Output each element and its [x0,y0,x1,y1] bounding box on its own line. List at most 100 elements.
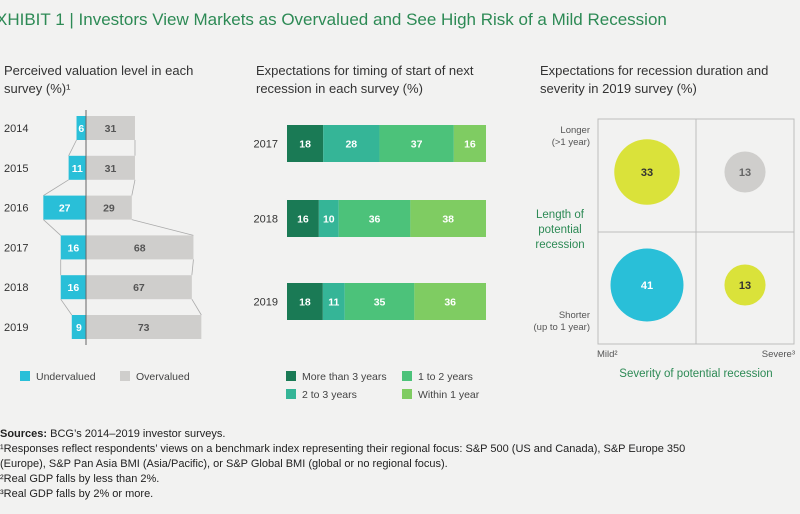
valuation-year-label: 2018 [4,282,28,294]
legend-more-than-3-years: More than 3 years [286,371,387,383]
undervalued-value-label: 16 [68,282,80,294]
legend-swatch-1-to-2-years [402,371,412,381]
2-to-3-years-segment-label: 28 [345,139,357,151]
undervalued-value-label: 16 [68,242,80,254]
more-than-3-years-segment-label: 16 [297,214,309,226]
recession-bubble [614,139,680,205]
exhibit-title: XHIBIT 1 | Investors View Markets as Ove… [0,10,667,29]
legend-more-than-3-years-label: More than 3 years [302,371,387,383]
within-1-year-segment [414,283,486,320]
legend-1-to-2-years-label: 1 to 2 years [418,371,473,383]
legend-2-to-3-years: 2 to 3 years [286,389,357,401]
legend-swatch-undervalued [20,371,30,381]
more-than-3-years-segment [287,283,323,320]
undervalued-bar [71,315,86,339]
timing-year-label: 2018 [254,214,278,226]
timing-year-label: 2019 [254,297,278,309]
panel1-title-line2: survey (%)¹ [4,81,71,96]
2-to-3-years-segment [322,283,345,320]
undervalued-bar [60,235,86,260]
overvalued-value-label: 31 [105,163,117,175]
longer-label-line1: Longer [560,125,590,136]
recession-matrix-chart: Longer (>1 year) Length of potential rec… [534,118,795,380]
overvalued-bar [86,155,135,180]
valuation-year-label: 2019 [4,322,28,334]
legend-overvalued-label: Overvalued [136,371,190,383]
undervalued-value-label: 6 [78,123,84,135]
more-than-3-years-segment [287,125,324,162]
recession-bubble [724,264,766,306]
recession-bubble-label: 33 [641,167,653,179]
shorter-label-line2: (up to 1 year) [534,322,591,333]
overvalued-bar [86,195,132,220]
sources-footnotes: Sources: BCG’s 2014–2019 investor survey… [0,427,800,502]
overvalued-connector [191,298,202,316]
within-1-year-segment-label: 36 [444,297,456,309]
overvalued-connector [131,219,194,236]
overvalued-bar [86,235,194,260]
severe-label: Severe³ [762,349,795,360]
valuation-chart: 2014 6 31 2015 11 31 2016 27 29 2017 16 68 2018 16 67 2… [4,110,202,345]
mild-label: Mild² [597,349,618,360]
legend-1-to-2-years: 1 to 2 years [402,371,473,383]
legend-swatch-more-than-3-years [286,371,296,381]
valuation-year-label: 2017 [4,242,28,254]
valuation-year-label: 2016 [4,203,28,215]
panel3-title-line2: severity in 2019 survey (%) [540,81,697,96]
undervalued-value-label: 27 [59,203,71,215]
2-to-3-years-segment [323,125,380,162]
more-than-3-years-segment-label: 18 [299,297,311,309]
recession-bubble-label: 13 [739,167,751,179]
overvalued-value-label: 29 [103,203,115,215]
undervalued-value-label: 9 [76,322,82,334]
more-than-3-years-segment [287,200,319,237]
legend-swatch-2-to-3-years [286,389,296,399]
2-to-3-years-segment-label: 10 [323,214,335,226]
undervalued-value-label: 11 [72,163,83,175]
footnote-3: ³Real GDP falls by 2% or more. [0,488,154,500]
length-label-line2: potential [538,224,581,236]
within-1-year-segment-label: 38 [442,214,454,226]
1-to-2-years-segment-label: 37 [411,139,423,151]
valuation-year-label: 2014 [4,123,28,135]
1-to-2-years-segment-label: 36 [369,214,381,226]
legend-swatch-within-1-year [402,389,412,399]
overvalued-connector [131,179,136,196]
panel2-title: Expectations for timing of start of next… [256,62,474,98]
longer-label-line2: (>1 year) [552,137,590,148]
overvalued-bar [86,275,192,300]
1-to-2-years-segment-label: 35 [374,297,386,309]
undervalued-bar [60,275,86,300]
length-label-line1: Length of [536,209,585,221]
undervalued-bar [76,116,86,140]
panel1-title: Perceived valuation level in each survey… [4,62,193,98]
panel1-title-line1: Perceived valuation level in each [4,63,194,78]
undervalued-connector [60,298,73,316]
1-to-2-years-segment [344,283,415,320]
undervalued-connector [43,219,61,236]
1-to-2-years-segment [379,125,454,162]
footnote-2: ²Real GDP falls by less than 2%. [0,473,160,485]
legend-2-to-3-years-label: 2 to 3 years [302,389,357,401]
within-1-year-segment [453,125,486,162]
panel2-title-line1: Expectations for timing of start of next [256,63,474,78]
overvalued-bar [86,315,202,339]
sources-label: Sources: [0,428,48,440]
within-1-year-segment [410,200,486,237]
shorter-label-line1: Shorter [559,310,590,321]
recession-bubble-label: 41 [641,280,653,292]
sources-text: BCG’s 2014–2019 investor surveys. [47,428,226,440]
panel2-title-line2: recession in each survey (%) [256,81,423,96]
overvalued-value-label: 67 [133,282,145,294]
undervalued-bar [68,155,86,180]
2-to-3-years-segment [318,200,339,237]
legend-undervalued-label: Undervalued [36,371,96,383]
recession-bubble [610,248,684,322]
overvalued-bar [86,116,135,140]
recession-bubble-label: 13 [739,280,751,292]
sources-line: Sources: BCG’s 2014–2019 investor survey… [0,427,800,442]
2-to-3-years-segment-label: 11 [328,297,339,309]
panel3-title: Expectations for recession duration and … [540,62,768,98]
legend-within-1-year: Within 1 year [402,389,479,401]
exhibit-charts: 2014 6 31 2015 11 31 2016 27 29 2017 16 68 2018 16 67 2… [4,110,795,380]
